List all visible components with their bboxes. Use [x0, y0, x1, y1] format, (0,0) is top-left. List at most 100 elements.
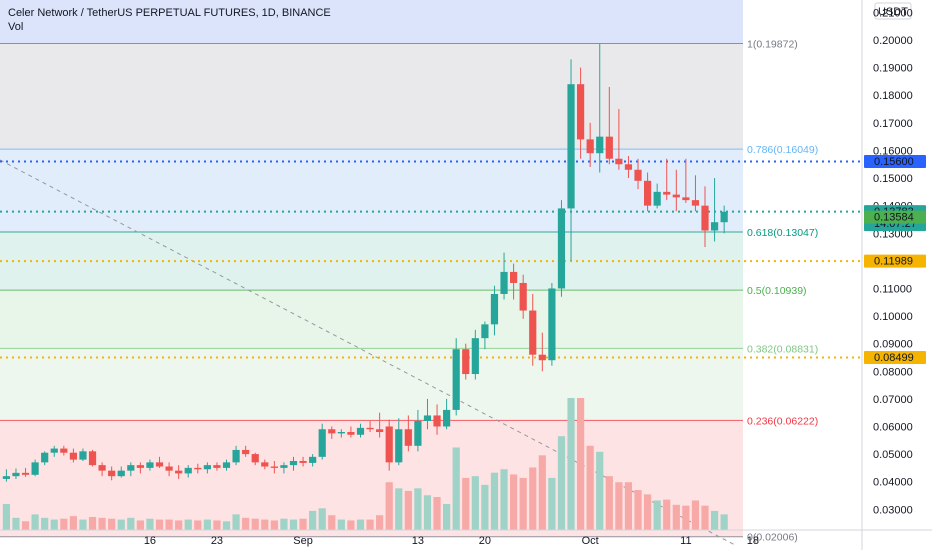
time-tick-label: 13 — [412, 535, 424, 547]
candle-body — [41, 452, 49, 463]
volume-bar — [318, 508, 326, 530]
fib-level-label: 0.786(0.16049) — [747, 144, 818, 156]
price-tick-label: 0.21000 — [873, 7, 913, 19]
time-tick-label: 20 — [479, 535, 491, 547]
candle-body — [443, 409, 451, 427]
volume-bar — [280, 518, 288, 530]
fib-zone — [0, 290, 743, 349]
candle-body — [423, 415, 432, 421]
volume-bar — [347, 520, 355, 530]
price-tick-label: 0.16000 — [873, 145, 913, 157]
candle-body — [309, 456, 317, 463]
volume-bar — [462, 477, 470, 530]
volume-bar — [366, 519, 374, 530]
symbol-title: Celer Network / TetherUS PERPETUAL FUTUR… — [8, 7, 331, 19]
fib-zone — [0, 43, 743, 150]
price-badge — [864, 210, 926, 224]
volume-bar — [643, 494, 652, 530]
price-tick-label: 0.15000 — [873, 173, 913, 185]
volume-bar — [500, 469, 508, 530]
candle-body — [299, 460, 307, 463]
candle-body — [98, 465, 106, 471]
candle-body — [663, 191, 671, 195]
candle-body — [270, 466, 278, 468]
candle-body — [108, 470, 116, 477]
candle-body — [643, 180, 652, 206]
volume-bar — [203, 519, 211, 530]
volume-bar — [376, 515, 384, 530]
candle-body — [175, 470, 183, 474]
volume-bar — [261, 519, 269, 530]
candle-body — [2, 476, 10, 479]
candle-body — [242, 449, 250, 455]
volume-bar — [232, 514, 240, 530]
volume-bar — [328, 515, 336, 530]
volume-bar — [404, 490, 412, 530]
candle-body — [701, 205, 709, 231]
candle-body — [682, 197, 690, 201]
volume-bar — [2, 503, 10, 530]
candle-body — [395, 429, 403, 463]
candle-body — [519, 282, 527, 311]
volume-bar — [423, 495, 432, 530]
volume-bar — [222, 521, 231, 530]
candle-body — [12, 472, 20, 477]
currency-box — [874, 2, 912, 20]
candle-body — [538, 354, 546, 361]
volume-bar — [213, 520, 221, 530]
volume-bar — [605, 476, 613, 530]
price-tick-label: 0.18000 — [873, 90, 913, 102]
time-tick-label: 16 — [144, 535, 156, 547]
volume-bar — [155, 519, 164, 530]
candle-body — [280, 465, 288, 468]
candle-body — [452, 349, 460, 410]
price-tick-label: 0.08000 — [873, 366, 913, 378]
candle-body — [203, 465, 211, 470]
candle-body — [577, 84, 585, 140]
candle-body — [596, 136, 604, 154]
volume-bar — [557, 436, 566, 530]
volume-bar — [356, 519, 365, 530]
volume-bar — [395, 488, 403, 530]
candle-body — [385, 426, 393, 463]
volume-bar — [79, 519, 87, 530]
candle-body — [510, 271, 518, 283]
volume-bar — [251, 518, 259, 530]
price-tick-label: 0.11000 — [873, 283, 912, 295]
price-tick-label: 0.04000 — [873, 477, 913, 489]
candle-body — [481, 324, 489, 339]
candle-body — [529, 310, 537, 355]
candle-body — [615, 158, 623, 165]
candle-body — [328, 429, 336, 434]
price-tick-label: 0.17000 — [873, 118, 913, 130]
volume-bar — [710, 510, 719, 530]
candle-body — [433, 415, 441, 427]
time-tick-label: Oct — [582, 535, 599, 547]
volume-bar — [691, 500, 700, 530]
volume-bar — [615, 482, 623, 530]
time-tick-label: Sep — [293, 535, 313, 547]
candle-body — [222, 462, 231, 468]
candle-body — [710, 222, 719, 231]
price-badge — [864, 154, 926, 168]
candle-body — [232, 449, 240, 463]
candle-body — [251, 454, 259, 463]
volume-label: Vol — [8, 21, 24, 33]
candle-body — [567, 84, 575, 209]
candle-body — [60, 448, 68, 453]
volume-bar — [452, 447, 460, 530]
volume-bar — [701, 505, 709, 530]
chart-legend: Celer Network / TetherUS PERPETUAL FUTUR… — [8, 6, 331, 34]
time-tick-label: 11 — [680, 535, 691, 547]
volume-bar — [548, 477, 556, 530]
candle-body — [462, 349, 470, 375]
candle-body — [165, 466, 173, 471]
candle-body — [21, 472, 30, 475]
volume-bar — [510, 474, 518, 530]
price-tick-label: 0.07000 — [873, 394, 913, 406]
fib-level-label: 0.382(0.08831) — [747, 343, 818, 355]
candle-body — [490, 293, 499, 325]
fib-level-label: 0.5(0.10939) — [747, 285, 807, 297]
